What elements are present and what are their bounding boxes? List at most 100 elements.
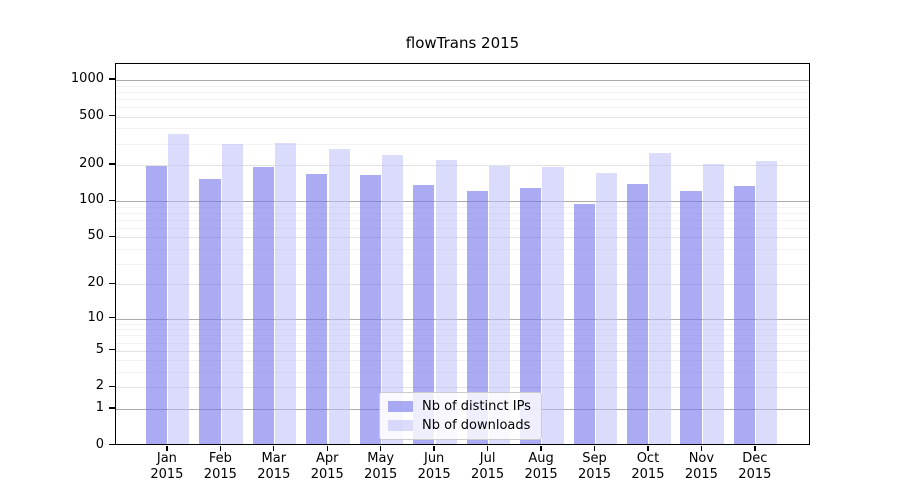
x-tick-month: Sep — [582, 451, 607, 466]
gridline-minor — [116, 227, 809, 229]
bar-downloads-oct — [649, 152, 671, 445]
bar-downloads-aug — [542, 167, 564, 445]
x-tick-month: Apr — [316, 451, 339, 466]
gridline-minor — [116, 128, 809, 130]
legend-label-downloads: Nb of downloads — [422, 418, 531, 433]
x-tick-label: Aug 2015 — [506, 451, 576, 483]
gridline-minor — [116, 106, 809, 108]
y-tick-label: 2 — [95, 378, 104, 394]
bar-downloads-jan — [168, 133, 190, 445]
x-tick-month: Jan — [156, 451, 177, 466]
x-tick-month: May — [367, 451, 395, 466]
x-tick-year: 2015 — [203, 467, 237, 482]
gridline-minor — [116, 360, 809, 362]
y-tick-label: 200 — [79, 155, 104, 171]
gridline-minor — [116, 329, 809, 331]
bar-distinct-ips-oct — [626, 183, 649, 445]
gridline-minor — [116, 372, 809, 374]
x-tick-label: Sep 2015 — [560, 451, 630, 483]
bar-distinct-ips-nov — [680, 190, 702, 445]
bar-downloads-sep — [595, 173, 618, 445]
x-tick-mark — [219, 445, 222, 451]
bar-distinct-ips-jun — [413, 184, 435, 445]
gridline — [116, 237, 809, 239]
gridline — [116, 350, 809, 352]
x-tick-month: Jul — [479, 451, 496, 466]
y-tick-mark — [109, 199, 115, 201]
x-tick-month: Dec — [742, 451, 768, 466]
gridline-minor — [116, 206, 809, 208]
x-tick-month: Aug — [528, 451, 554, 466]
bar-downloads-dec — [756, 160, 778, 445]
x-tick-label: Jul 2015 — [453, 451, 523, 483]
x-tick-month: Nov — [688, 451, 715, 466]
plot-area: Nb of distinct IPs Nb of downloads — [115, 63, 810, 445]
y-tick-label: 20 — [87, 275, 104, 291]
bar-distinct-ips-jul — [466, 190, 488, 445]
x-tick-year: 2015 — [310, 467, 344, 482]
bar-downloads-apr — [328, 149, 350, 445]
legend-swatch-downloads — [388, 420, 413, 431]
gridline-major — [116, 79, 809, 81]
bar-downloads-jun — [435, 160, 457, 445]
x-tick-label: Feb 2015 — [185, 451, 255, 483]
bar-downloads-may — [382, 154, 404, 445]
x-tick-mark — [433, 445, 435, 451]
bar-distinct-ips-sep — [573, 203, 595, 445]
x-tick-mark — [647, 445, 649, 451]
gridline — [116, 284, 809, 286]
y-tick-label: 50 — [87, 228, 104, 244]
y-tick-label: 100 — [79, 192, 104, 208]
gridline-minor — [116, 91, 809, 93]
y-tick-mark — [109, 316, 115, 319]
x-tick-month: Mar — [261, 451, 287, 466]
chart-title: flowTrans 2015 — [405, 34, 520, 52]
bar-downloads-jul — [489, 165, 511, 445]
bar-distinct-ips-feb — [199, 179, 221, 445]
x-tick-mark — [700, 445, 703, 451]
x-tick-year: 2015 — [631, 467, 665, 482]
gridline-minor — [116, 335, 809, 337]
bar-distinct-ips-aug — [520, 188, 542, 445]
x-tick-year: 2015 — [257, 467, 291, 482]
legend-row-distinct-ips: Nb of distinct IPs — [388, 399, 531, 414]
x-tick-mark — [273, 445, 275, 451]
y-tick-mark — [109, 282, 115, 285]
legend: Nb of distinct IPs Nb of downloads — [379, 392, 542, 440]
x-tick-mark — [540, 445, 542, 451]
x-tick-mark — [380, 445, 382, 451]
x-tick-month: Feb — [208, 451, 232, 466]
legend-row-downloads: Nb of downloads — [388, 418, 531, 433]
gridline-minor — [116, 342, 809, 344]
bar-downloads-nov — [702, 163, 724, 445]
y-tick-mark — [109, 443, 115, 446]
bar-downloads-mar — [275, 143, 297, 445]
bar-downloads-feb — [221, 144, 243, 445]
x-tick-year: 2015 — [577, 467, 612, 482]
bar-distinct-ips-jan — [145, 165, 168, 445]
x-tick-label: Mar 2015 — [239, 451, 309, 483]
x-tick-label: Oct 2015 — [613, 451, 683, 483]
x-tick-label: Jun 2015 — [399, 451, 469, 483]
y-tick-label: 10 — [87, 309, 104, 325]
x-tick-year: 2015 — [150, 467, 184, 482]
gridline — [116, 116, 809, 118]
y-tick-label: 500 — [79, 107, 104, 123]
gridline-minor — [116, 143, 809, 145]
gridline-minor — [116, 249, 809, 250]
x-tick-year: 2015 — [417, 467, 451, 482]
gridline-minor — [116, 219, 809, 221]
x-tick-label: Apr 2015 — [292, 451, 362, 483]
y-tick-mark — [109, 235, 115, 238]
gridline — [116, 387, 809, 389]
x-tick-mark — [593, 445, 596, 451]
gridline-minor — [116, 98, 809, 100]
x-tick-month: Oct — [636, 451, 660, 466]
y-tick-mark — [109, 78, 115, 80]
bar-distinct-ips-apr — [306, 174, 328, 445]
x-tick-year: 2015 — [364, 467, 398, 482]
gridline — [116, 164, 809, 166]
gridline-minor — [116, 85, 809, 87]
bar-distinct-ips-may — [359, 175, 381, 445]
